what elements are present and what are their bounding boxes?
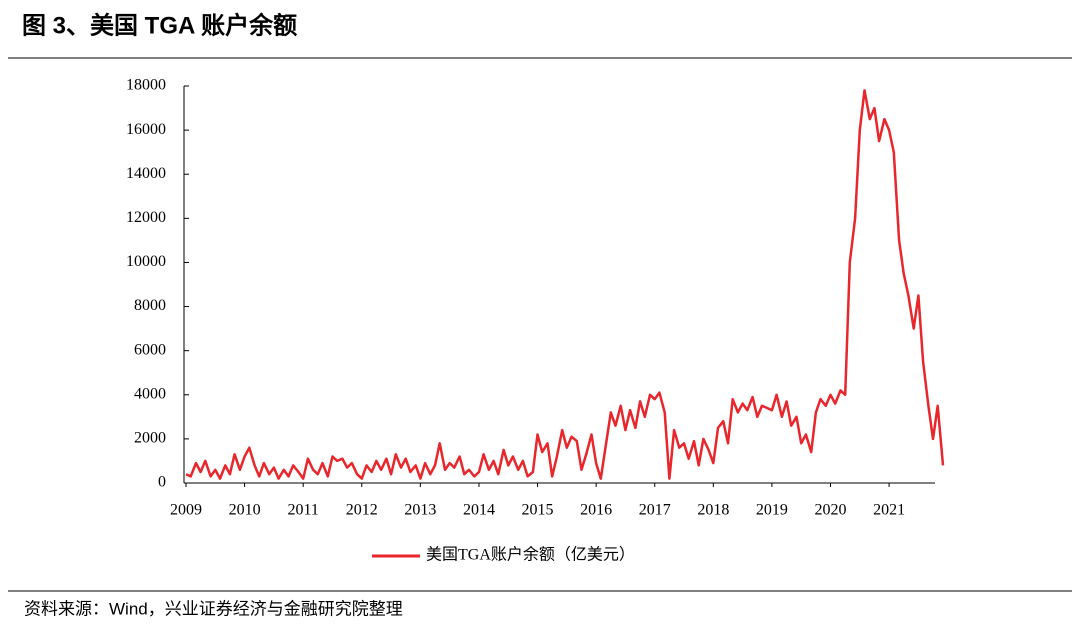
x-tick-label: 2021 bbox=[873, 502, 905, 519]
y-tick-label: 6000 bbox=[134, 341, 166, 358]
x-tick-label: 2009 bbox=[170, 502, 202, 519]
y-tick-label: 0 bbox=[158, 474, 166, 491]
y-tick-label: 4000 bbox=[134, 385, 166, 402]
y-tick-label: 16000 bbox=[126, 121, 166, 138]
legend-label: 美国TGA账户余额（亿美元） bbox=[426, 545, 635, 564]
x-tick-label: 2010 bbox=[229, 502, 261, 519]
x-tick-label: 2018 bbox=[697, 502, 729, 519]
y-tick-label: 10000 bbox=[126, 253, 166, 270]
series-line bbox=[185, 89, 945, 480]
y-tick-label: 2000 bbox=[134, 430, 166, 447]
x-tick-label: 2014 bbox=[463, 502, 495, 519]
x-tick-label: 2013 bbox=[404, 502, 436, 519]
y-tick-label: 14000 bbox=[126, 165, 166, 182]
x-tick-label: 2020 bbox=[815, 502, 847, 519]
y-tick-label: 12000 bbox=[126, 209, 166, 226]
x-tick-label: 2017 bbox=[639, 502, 671, 519]
x-tick-label: 2015 bbox=[522, 502, 554, 519]
y-tick-label: 8000 bbox=[134, 297, 166, 314]
x-tick-label: 2012 bbox=[346, 502, 378, 519]
chart-title: 图 3、美国 TGA 账户余额 bbox=[22, 11, 297, 39]
x-tick-label: 2011 bbox=[287, 502, 318, 519]
source: 资料来源：Wind，兴业证券经济与金融研究院整理 bbox=[24, 599, 403, 618]
y-tick-label: 18000 bbox=[126, 77, 166, 94]
x-tick-label: 2019 bbox=[756, 502, 788, 519]
x-tick-label: 2016 bbox=[580, 502, 612, 519]
